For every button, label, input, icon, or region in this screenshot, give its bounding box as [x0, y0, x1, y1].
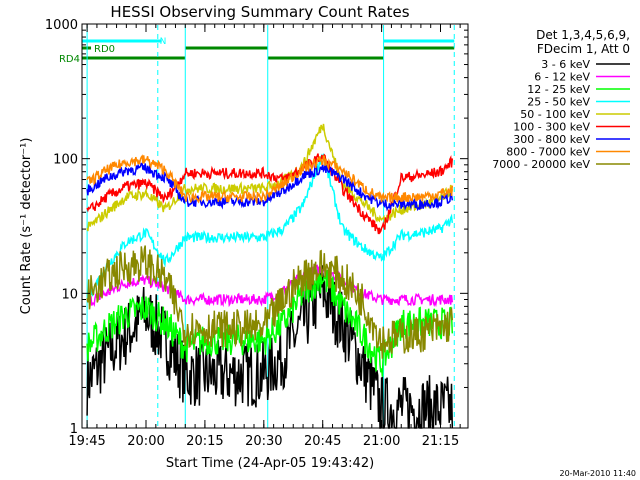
legend-label: 800 - 7000 keV — [506, 146, 590, 159]
legend-label: 300 - 800 keV — [513, 133, 590, 146]
y-axis-label: Count Rate (s⁻¹ detector⁻¹) — [19, 138, 34, 315]
y-tick-label: 1000 — [45, 18, 78, 33]
y-axis-ticks: 1 10 100 1000 — [45, 18, 468, 437]
plot-frame — [81, 23, 469, 429]
x-tick-label: 21:15 — [422, 434, 459, 449]
legend-header-2: FDecim 1, Att 0 — [537, 42, 630, 56]
y-tick-label: 100 — [53, 153, 78, 168]
y-tick-label: 10 — [61, 287, 78, 302]
legend-label: 50 - 100 keV — [520, 108, 590, 121]
series-line — [86, 123, 454, 232]
x-tick-label: 20:15 — [186, 434, 223, 449]
chart-title: HESSI Observing Summary Count Rates — [110, 3, 409, 21]
series-line — [86, 245, 454, 359]
legend-header-1: Det 1,3,4,5,6,9, — [536, 28, 630, 42]
legend-label: 25 - 50 keV — [527, 96, 590, 109]
legend-label: 12 - 25 keV — [527, 83, 590, 96]
footer-timestamp: 20-Mar-2010 11:40 — [560, 469, 637, 478]
legend-label: 3 - 6 keV — [541, 58, 590, 71]
legend-label: 7000 - 20000 keV — [492, 158, 590, 171]
flag-bar-label: RD4 — [59, 54, 80, 65]
series-line — [86, 154, 454, 206]
legend-label: 100 - 300 keV — [513, 121, 590, 134]
x-tick-label: 19:45 — [68, 434, 105, 449]
legend: Det 1,3,4,5,6,9, FDecim 1, Att 0 3 - 6 k… — [492, 28, 630, 171]
flag-bars: RD0 RD4 N — [59, 37, 455, 65]
series-line — [86, 152, 454, 302]
flag-marker-label: N — [160, 37, 167, 47]
x-tick-label: 20:30 — [245, 434, 282, 449]
x-axis-label: Start Time (24-Apr-05 19:43:42) — [166, 456, 374, 471]
series-lines — [86, 123, 454, 429]
x-tick-label: 20:00 — [127, 434, 164, 449]
y-axis-label-text: Count Rate (s⁻¹ detector⁻¹) — [19, 138, 34, 315]
series-line — [86, 153, 454, 235]
y-tick-label: 1 — [70, 422, 78, 437]
flag-bar-label: RD0 — [94, 44, 115, 55]
x-tick-label: 21:00 — [363, 434, 400, 449]
x-tick-label: 20:45 — [304, 434, 341, 449]
legend-label: 6 - 12 keV — [534, 71, 590, 84]
x-axis-ticks: 19:45 20:00 20:15 20:30 20:45 21:00 21:15 — [68, 24, 461, 449]
